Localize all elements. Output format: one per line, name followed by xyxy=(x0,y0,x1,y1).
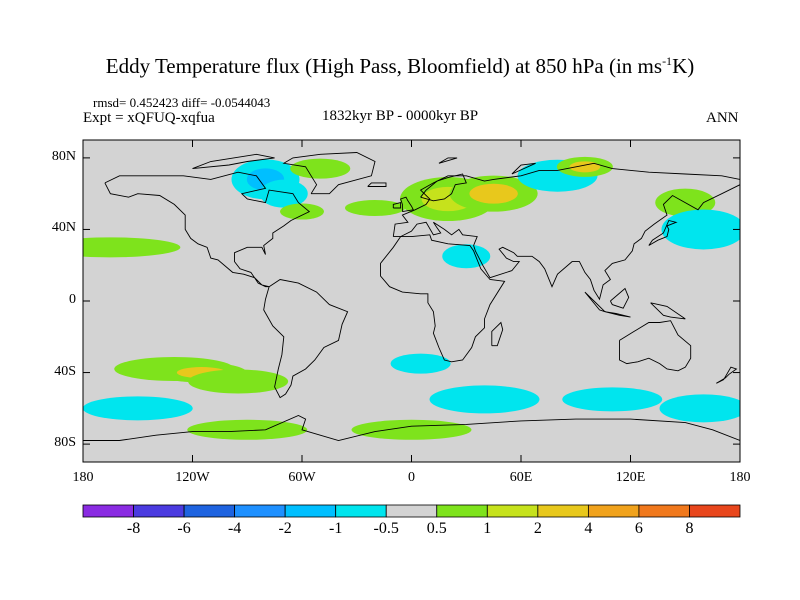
coastline xyxy=(393,184,740,301)
anomaly-region xyxy=(83,396,193,421)
anomaly-region xyxy=(187,419,308,440)
coastlines xyxy=(83,152,740,441)
colorbar-swatch xyxy=(385,504,438,518)
colorbar-swatch xyxy=(183,504,236,518)
colorbar-swatch xyxy=(537,504,589,518)
coastline xyxy=(282,152,376,195)
x-tick-label: 60W xyxy=(288,470,316,485)
period-label: 1832kyr BP - 0000kyr BP xyxy=(322,108,479,124)
colorbar-level-label: 0.5 xyxy=(426,520,447,537)
colorbar-swatch xyxy=(82,504,134,518)
anomaly-region xyxy=(345,199,405,216)
y-tick-label: 80N xyxy=(51,148,76,164)
x-tick-label: 180 xyxy=(72,470,94,485)
colorbar-swatch xyxy=(436,504,488,518)
title-text: Eddy Temperature flux (High Pass, Bloomf… xyxy=(105,54,663,78)
colorbar-level-label: -2 xyxy=(278,520,292,537)
x-tick-label: 60E xyxy=(509,470,533,485)
colorbar-level-label: -4 xyxy=(227,520,242,537)
anomaly-region xyxy=(390,353,451,374)
colorbar-level-label: 2 xyxy=(533,520,542,537)
coastline xyxy=(610,287,630,309)
colorbar-swatch xyxy=(689,504,741,518)
title-superscript: -1 xyxy=(662,54,673,68)
coastline xyxy=(511,162,536,175)
coastline xyxy=(400,196,414,213)
coastline xyxy=(716,366,738,384)
anomaly-region xyxy=(290,158,351,179)
x-tick-label: 120W xyxy=(175,470,210,485)
y-tick-label: 40S xyxy=(54,363,76,379)
title-suffix: K) xyxy=(672,54,695,78)
anomaly-core xyxy=(469,183,518,204)
coastline xyxy=(420,173,467,202)
coastline xyxy=(83,415,740,441)
x-tick-label: 180 xyxy=(729,470,751,485)
coastline xyxy=(192,153,275,170)
colorbar-level-label: -6 xyxy=(177,520,191,537)
colorbar-swatch xyxy=(486,504,539,518)
anomaly-region xyxy=(83,237,181,258)
anomaly-region xyxy=(562,387,663,412)
coastline xyxy=(604,311,631,318)
colorbar-swatch xyxy=(133,504,185,518)
season-label: ANN xyxy=(706,110,739,126)
axis-ticks xyxy=(82,140,741,462)
anomaly-region xyxy=(351,419,472,440)
colorbar-level-label: 8 xyxy=(685,520,694,537)
coastline xyxy=(263,279,349,399)
anomaly-region xyxy=(442,244,491,269)
colorbar-level-label: -0.5 xyxy=(373,520,399,537)
colorbar-swatch xyxy=(234,504,286,518)
anomaly-region xyxy=(280,203,324,220)
coastline xyxy=(650,302,686,320)
x-tick-label: 120E xyxy=(615,470,646,485)
anomaly-core xyxy=(569,161,601,173)
colorbar-swatch xyxy=(335,504,387,518)
anomaly-region xyxy=(659,394,740,423)
x-tick-label: 0 xyxy=(408,470,415,485)
y-tick-label: 40N xyxy=(51,220,76,236)
y-tick-label: 0 xyxy=(69,292,76,307)
anomaly-region xyxy=(429,385,540,414)
coastline xyxy=(380,234,506,363)
coastline xyxy=(648,219,678,246)
colorbar-swatch xyxy=(587,504,640,518)
colorbar-level-label: 1 xyxy=(483,520,492,537)
figure-title: Eddy Temperature flux (High Pass, Bloomf… xyxy=(0,54,800,79)
coastline xyxy=(392,162,740,237)
colorbar-swatch xyxy=(638,504,690,518)
coastline xyxy=(619,320,692,372)
anomaly-region xyxy=(188,369,289,394)
stats-line: rmsd= 0.452423 diff= -0.0544043 xyxy=(93,95,271,110)
experiment-label: Expt = xQFUQ-xqfua xyxy=(83,110,215,126)
colorbar xyxy=(82,504,741,518)
colorbar-level-label: 4 xyxy=(584,520,593,537)
anomaly-region xyxy=(259,179,308,208)
coastline xyxy=(104,171,311,288)
colorbar-swatch xyxy=(284,504,337,518)
colorbar-level-label: -1 xyxy=(329,520,343,537)
coastline xyxy=(438,157,458,164)
colorbar-level-label: 6 xyxy=(634,520,643,537)
coastline xyxy=(367,182,387,187)
colorbar-level-label: -8 xyxy=(126,520,141,537)
y-tick-label: 80S xyxy=(54,435,76,451)
anomaly-region xyxy=(661,209,740,250)
coastline xyxy=(392,202,402,209)
coastline xyxy=(491,321,504,347)
